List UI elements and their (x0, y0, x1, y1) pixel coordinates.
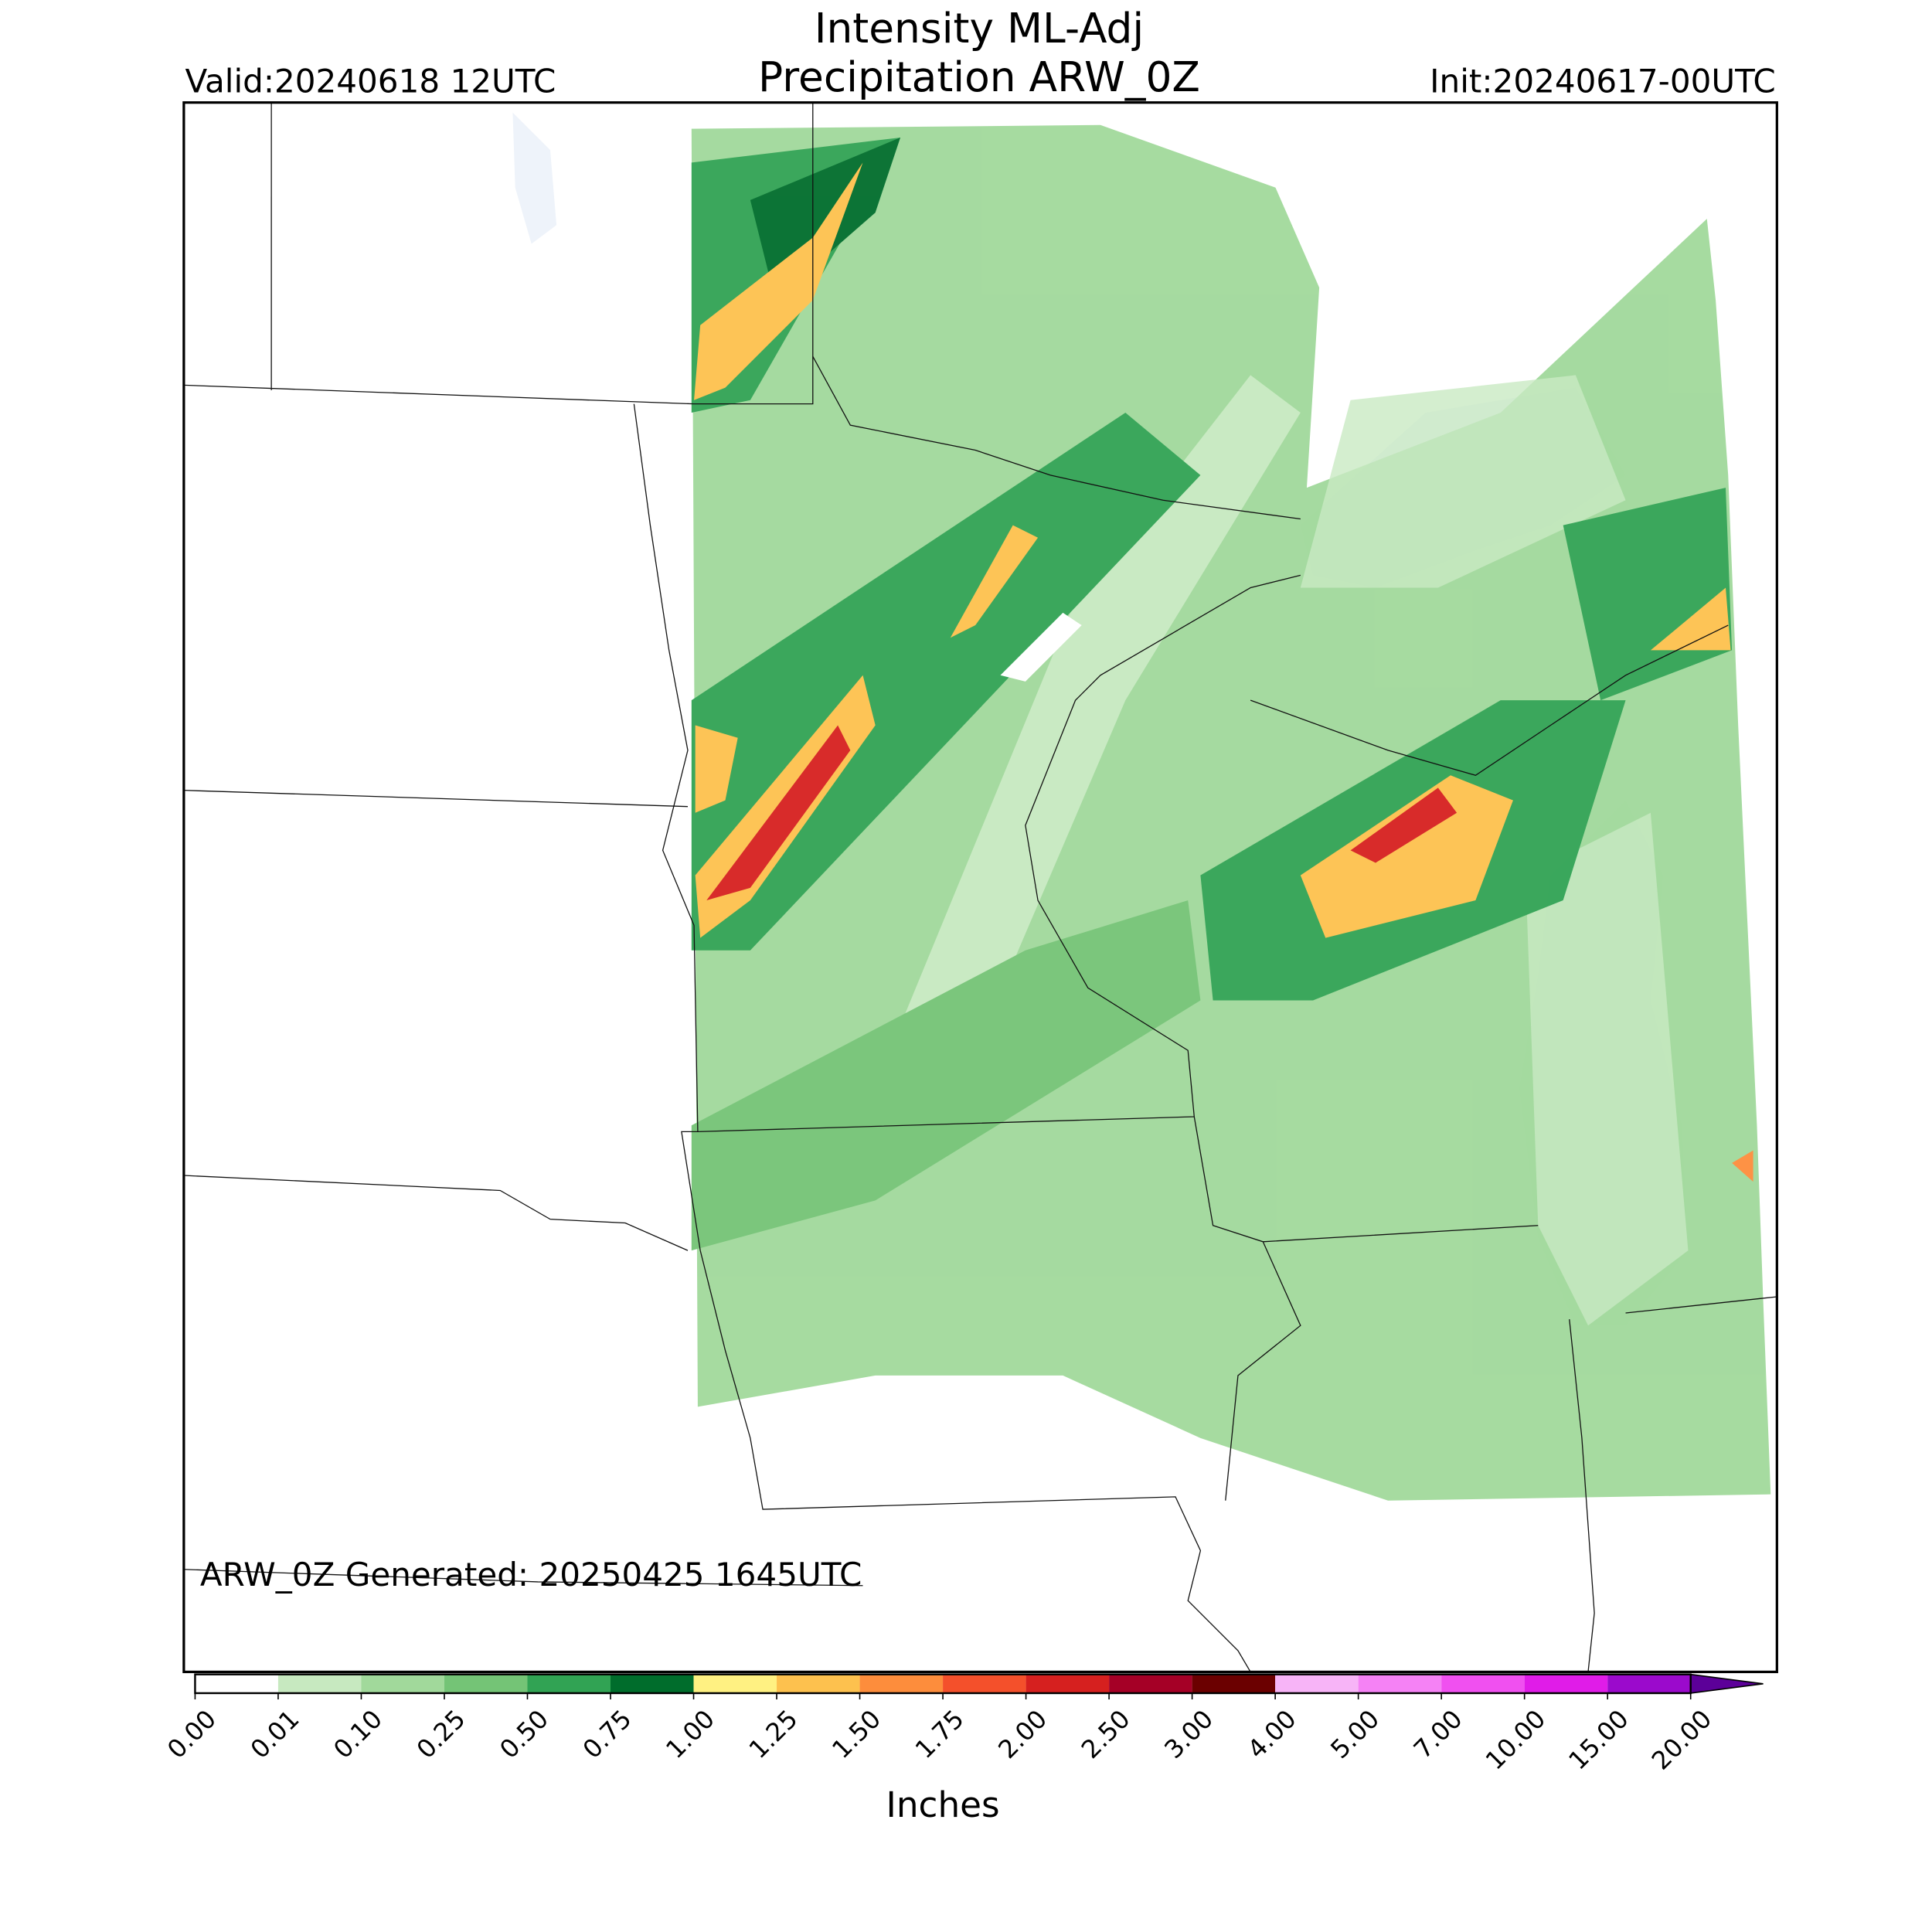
colorbar-bin (527, 1674, 611, 1693)
colorbar-tick-label: 10.00 (1480, 1704, 1551, 1775)
colorbar-tick-label: 0.25 (411, 1704, 471, 1764)
colorbar-tick-label: 1.50 (826, 1704, 886, 1764)
colorbar-bin (777, 1674, 860, 1693)
colorbar-tick-label: 1.25 (743, 1704, 804, 1764)
init-time: Init:20240617-00UTC (1430, 63, 1776, 100)
colorbar-tick-label: 0.75 (577, 1704, 638, 1764)
state-border (812, 355, 1301, 520)
colorbar-bin (1026, 1674, 1110, 1693)
generated-note: ARW_0Z Generated: 20250425 1645UTC (200, 1556, 862, 1594)
state-border (1250, 624, 1729, 776)
colorbar-bin (1192, 1674, 1276, 1693)
lake (512, 112, 557, 244)
state-border (183, 1569, 863, 1587)
colorbar-tick-label: 0.10 (328, 1704, 388, 1764)
colorbar-bin (1524, 1674, 1608, 1693)
colorbar-bin (1358, 1674, 1442, 1693)
colorbar-tick-label: 2.50 (1076, 1704, 1136, 1764)
colorbar-tick-label: 15.00 (1563, 1704, 1634, 1775)
colorbar-tick-label: 4.00 (1242, 1704, 1302, 1764)
state-border (697, 574, 1301, 1133)
map (183, 102, 1777, 1672)
valid-time: Valid:20240618 12UTC (185, 63, 556, 100)
colorbar-bin (943, 1674, 1026, 1693)
colorbar-bin (1275, 1674, 1359, 1693)
colorbar-bin (1607, 1674, 1691, 1693)
state-border (1193, 1116, 1539, 1501)
colorbar-bin (1441, 1674, 1525, 1693)
colorbar: 0.00 0.01 0.10 0.25 0.50 0.75 1.00 1.25 1.50 1.75… (162, 1673, 1764, 1776)
colorbar-label: Inches (886, 1784, 999, 1825)
colorbar-bin (277, 1674, 362, 1693)
colorbar-tick-label: 0.00 (162, 1704, 222, 1764)
precip-field (691, 124, 1771, 1501)
colorbar-tick-label: 7.00 (1408, 1704, 1468, 1764)
state-border (183, 102, 814, 405)
state-border (183, 790, 689, 1251)
map-frame (182, 101, 1778, 1674)
colorbar-bin (693, 1674, 777, 1693)
colorbar-bin (1109, 1674, 1192, 1693)
colorbar-tick-label: 0.50 (494, 1704, 554, 1764)
colorbar-tick-label: 5.00 (1325, 1704, 1385, 1764)
colorbar-tick-label: 3.00 (1158, 1704, 1219, 1764)
state-border (1569, 1296, 1777, 1672)
colorbar-tick-label: 2.00 (992, 1704, 1053, 1764)
colorbar-tick-label: 0.01 (245, 1704, 305, 1764)
colorbar-bin (611, 1674, 694, 1693)
colorbar-tick-label: 1.75 (910, 1704, 970, 1764)
colorbar-bin (361, 1674, 444, 1693)
colorbar-bin (859, 1674, 944, 1693)
title: Precipitation ARW_0Z (758, 53, 1200, 101)
colorbar-extend (1689, 1673, 1764, 1694)
title: Intensity ML-Adj (815, 4, 1145, 53)
colorbar-bin (444, 1674, 528, 1693)
colorbar-tick-label: 20.00 (1646, 1704, 1717, 1775)
state-border (633, 403, 1251, 1672)
colorbar-bin (195, 1674, 278, 1693)
colorbar-tick-label: 1.00 (660, 1704, 720, 1764)
